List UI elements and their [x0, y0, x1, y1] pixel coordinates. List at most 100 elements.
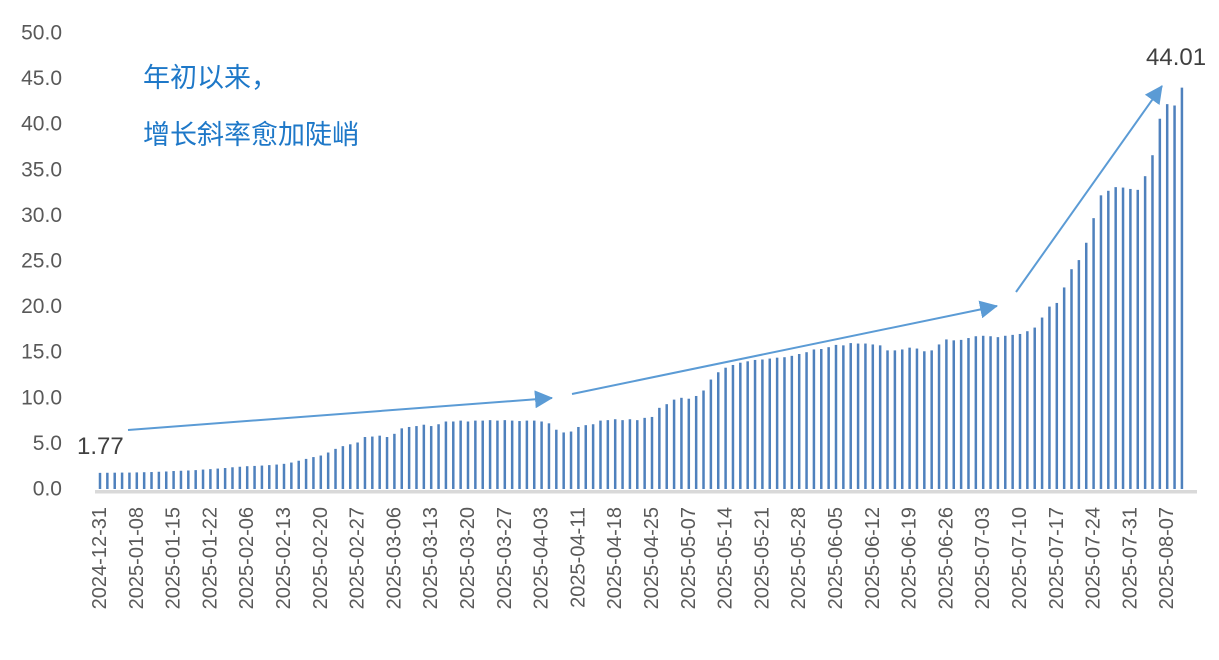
bar	[628, 419, 632, 489]
bar	[157, 471, 161, 489]
bar	[1077, 260, 1081, 489]
bar	[768, 358, 772, 489]
bar	[1033, 327, 1036, 489]
x-tick-label: 2025-07-10	[1009, 507, 1031, 609]
bar	[930, 350, 933, 489]
first-value-label: 1.77	[77, 433, 124, 460]
bar	[1055, 302, 1059, 489]
bar	[606, 420, 610, 489]
x-tick-label: 2025-03-20	[457, 507, 479, 609]
bar	[1173, 105, 1176, 489]
bar	[496, 420, 499, 489]
x-tick-label: 2025-04-25	[641, 507, 663, 609]
bar	[1107, 190, 1110, 489]
trend-arrows	[127, 85, 1163, 431]
bar	[275, 464, 278, 489]
bar	[989, 336, 992, 489]
bar	[650, 416, 654, 489]
bar	[797, 354, 801, 489]
x-tick-label: 2025-03-06	[383, 507, 405, 609]
x-tick-label: 2025-02-13	[273, 507, 295, 609]
x-tick-label: 2024-12-31	[89, 507, 111, 609]
bar	[761, 359, 764, 489]
bar	[562, 432, 565, 489]
x-tick-label: 2025-06-05	[825, 507, 847, 609]
x-tick-label: 2025-06-19	[899, 507, 921, 609]
x-tick-label: 2025-03-27	[494, 507, 516, 609]
x-tick-label: 2025-03-13	[420, 507, 442, 609]
bar	[326, 452, 330, 489]
bar	[702, 390, 705, 489]
y-tick-label: 25.0	[21, 250, 62, 273]
bar	[775, 357, 779, 489]
bar	[805, 352, 808, 489]
bar	[312, 457, 315, 489]
bar	[1121, 187, 1125, 489]
bar	[253, 465, 256, 489]
trend-arrow	[1015, 85, 1163, 293]
bar	[407, 426, 411, 489]
bar	[378, 435, 381, 489]
bar	[282, 463, 286, 489]
bar	[1114, 187, 1117, 489]
bar	[569, 431, 573, 489]
y-tick-label: 30.0	[21, 204, 62, 227]
bar	[1084, 242, 1088, 489]
bar	[584, 425, 588, 489]
bar	[128, 472, 131, 489]
bar	[1099, 195, 1103, 489]
bar	[540, 421, 543, 489]
bar	[827, 347, 830, 489]
bar	[1136, 189, 1140, 490]
bars-group	[98, 87, 1184, 490]
bar	[849, 343, 852, 489]
bar	[724, 367, 727, 489]
x-tick-label: 2025-06-12	[862, 507, 884, 609]
x-axis-tick-labels: 2024-12-31 2025-01-08 2025-01-15 2025-01-22…	[89, 507, 1178, 609]
bar	[731, 364, 735, 489]
bar	[304, 458, 308, 489]
bar	[525, 420, 529, 489]
annotation-line-2: 增长斜率愈加陡峭	[143, 120, 359, 150]
bar	[268, 465, 271, 489]
bar	[1011, 334, 1014, 489]
bar	[356, 442, 359, 489]
bar	[437, 424, 440, 489]
bar	[1026, 331, 1029, 489]
x-tick-label: 2025-01-22	[199, 507, 221, 609]
bar	[444, 421, 448, 489]
bar	[864, 343, 867, 489]
bar	[135, 472, 139, 489]
bar	[348, 444, 352, 489]
bar	[341, 446, 345, 489]
bar	[945, 339, 948, 489]
bar	[474, 420, 477, 489]
bar	[621, 420, 624, 489]
trend-arrow	[127, 390, 553, 431]
bar	[1018, 333, 1022, 489]
bar	[223, 468, 227, 489]
bar	[1092, 218, 1095, 489]
x-tick-label: 2025-07-31	[1119, 507, 1141, 609]
bar	[459, 420, 462, 489]
axis-baseline	[95, 490, 1197, 494]
y-tick-label: 0.0	[33, 478, 62, 501]
bar	[974, 336, 978, 489]
x-tick-label: 2025-06-26	[935, 507, 957, 609]
bar	[363, 437, 367, 489]
bar	[297, 460, 300, 489]
bar	[694, 395, 698, 489]
y-tick-label: 40.0	[21, 113, 62, 136]
bar	[1129, 188, 1132, 489]
bar	[98, 472, 102, 489]
x-axis-line	[95, 490, 1197, 494]
bar	[871, 344, 875, 489]
bar	[142, 472, 146, 489]
bar	[613, 419, 617, 489]
bar	[959, 339, 963, 489]
x-tick-label: 2025-04-11	[567, 507, 589, 608]
bar	[481, 420, 484, 489]
bar	[290, 462, 293, 489]
bar	[334, 448, 337, 489]
bar	[812, 349, 816, 489]
